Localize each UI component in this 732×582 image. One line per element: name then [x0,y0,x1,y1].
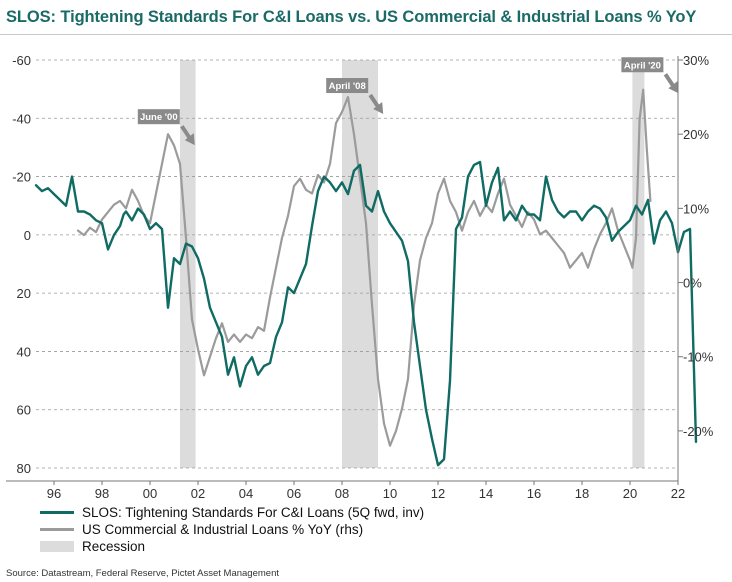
x-tick-label: 22 [671,486,685,501]
series-line-slos [34,160,698,467]
x-tick-label: 00 [143,486,157,501]
left-tick-label: 0 [24,228,31,243]
annotation-box [137,109,180,125]
x-tick-label: 18 [575,486,589,501]
x-tick-label: 96 [47,486,61,501]
left-tick-label: -20 [12,170,31,185]
x-tick-label: 06 [287,486,301,501]
annotation-box [621,57,664,73]
annotation-box [326,78,369,94]
annotation-arrow-shaft [368,93,380,109]
x-tick-label: 20 [623,486,637,501]
left-tick-label: 80 [17,461,31,476]
left-tick-label: 20 [17,286,31,301]
right-tick-label: 20% [683,127,709,142]
left-tick-label: -40 [12,111,31,126]
annotation-1: April '08 [326,78,384,115]
annotation-0: June '00 [137,109,195,146]
x-tick-label: 16 [527,486,541,501]
x-tick-label: 10 [383,486,397,501]
legend-item-slos: SLOS: Tightening Standards For C&I Loans… [40,504,424,521]
right-tick-label: 10% [683,201,709,216]
left-tick-label: 60 [17,403,31,418]
chart-title: SLOS: Tightening Standards For C&I Loans… [6,8,697,26]
annotation-arrow-head [184,133,195,146]
right-tick-label: 30% [683,53,709,68]
legend-label-loans: US Commercial & Industrial Loans % YoY (… [82,522,364,537]
legend-swatch-loans [40,528,74,531]
right-tick-label: -10% [683,350,714,365]
x-tick-label: 02 [191,486,205,501]
right-tick-label: 0% [683,276,702,291]
legend-label-slos: SLOS: Tightening Standards For C&I Loans… [82,505,425,520]
recession-band-2 [632,60,645,468]
title-divider [0,34,732,35]
annotation-arrow-head [373,102,384,115]
annotation-arrow-head [668,81,679,94]
series-lines [34,88,698,467]
legend-item-loans: US Commercial & Industrial Loans % YoY (… [40,521,424,538]
legend-swatch-slos [40,511,74,514]
legend: SLOS: Tightening Standards For C&I Loans… [40,504,424,555]
annotation-label: April '20 [624,60,661,71]
x-tick-label: 98 [95,486,109,501]
right-tick-label: -20% [683,424,714,439]
annotation-label: April '08 [329,81,366,92]
legend-label-recession: Recession [82,539,146,554]
annotation-arrow-shaft [180,125,192,140]
annotation-arrow-shaft [663,73,676,88]
legend-item-recession: Recession [40,538,424,555]
annotation-2: April '20 [621,57,679,94]
recession-band-1 [342,60,378,468]
gridlines [36,59,678,469]
left-tick-label: -60 [12,53,31,68]
legend-swatch-recession [40,541,74,552]
annotation-label: June '00 [140,112,178,123]
left-tick-label: 40 [17,344,31,359]
x-tick-label: 08 [335,486,349,501]
series-line-loans [76,88,652,447]
x-tick-label: 14 [479,486,493,501]
annotations: June '00 April '08 April '20 [137,57,679,146]
x-tick-label: 12 [431,486,445,501]
recession-bands [180,60,645,468]
x-tick-label: 04 [239,486,253,501]
source-note: Source: Datastream, Federal Reserve, Pic… [6,568,279,579]
